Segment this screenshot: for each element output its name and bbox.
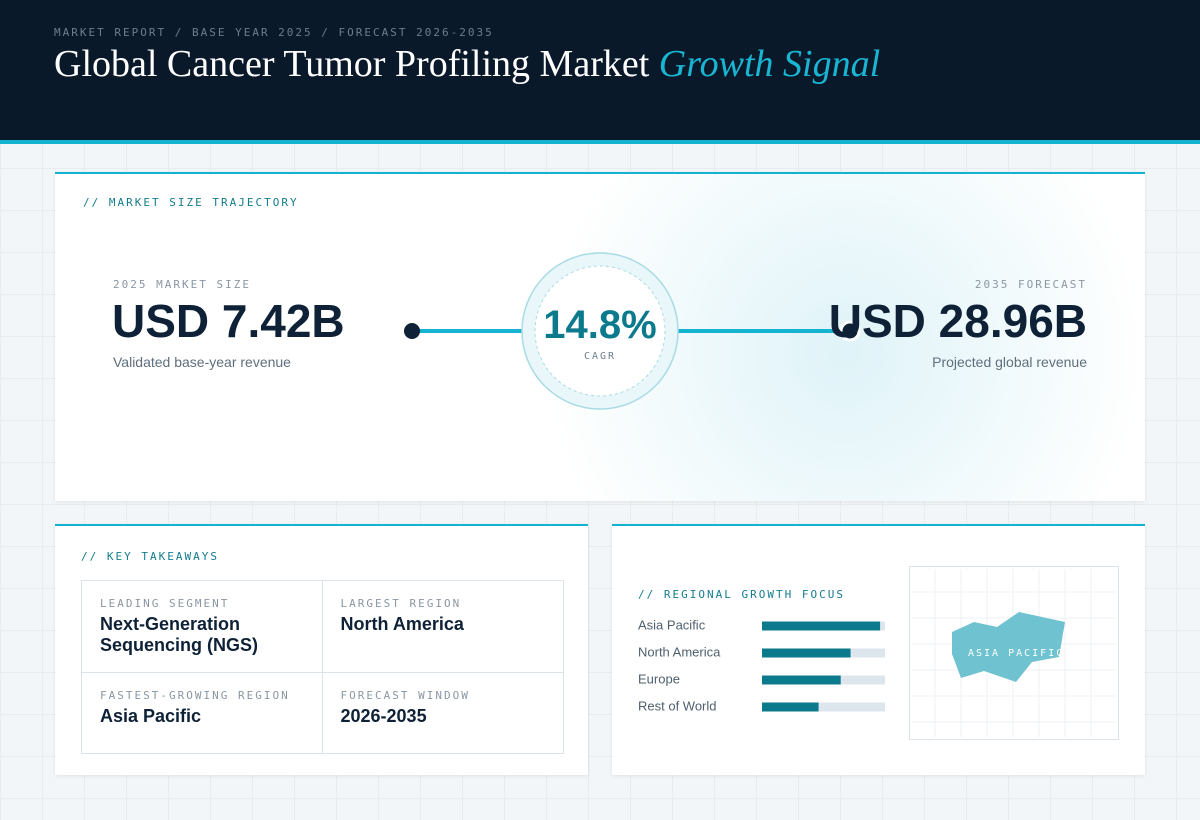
start-label: 2025 MARKET SIZE xyxy=(113,278,251,291)
bar xyxy=(762,648,851,658)
header: MARKET REPORT / BASE YEAR 2025 / FORECAS… xyxy=(0,0,1200,144)
regional-chart: // REGIONAL GROWTH FOCUS ASIA PACIFIC As… xyxy=(638,566,1119,740)
title-highlight: Growth Signal xyxy=(658,43,881,85)
end-value: USD 28.96B xyxy=(828,295,1087,347)
takeaway-value: Asia Pacific xyxy=(100,706,202,726)
title: Global Cancer Tumor Profiling Market Gro… xyxy=(54,42,880,86)
start-dot xyxy=(404,323,420,339)
bar xyxy=(762,621,881,631)
trajectory-card: // MARKET SIZE TRAJECTORY 2025 MARKET SI… xyxy=(55,172,1145,501)
cagr-value: 14.8% xyxy=(543,303,656,347)
region-label: Rest of World xyxy=(638,698,717,713)
bar xyxy=(762,675,841,685)
end-label: 2035 FORECAST xyxy=(974,278,1087,291)
map-label: ASIA PACIFIC xyxy=(968,648,1064,659)
eyebrow: MARKET REPORT / BASE YEAR 2025 / FORECAS… xyxy=(54,26,494,39)
regional-card: // REGIONAL GROWTH FOCUS ASIA PACIFIC As… xyxy=(612,524,1145,775)
cagr-label: CAGR xyxy=(584,351,616,362)
takeaway-label: LARGEST REGION xyxy=(340,597,462,610)
cagr-inner xyxy=(534,265,666,397)
end-note: Projected global revenue xyxy=(932,354,1087,370)
takeaway-value: Next-Generation Sequencing (NGS) xyxy=(100,614,259,655)
takeaway-label: FORECAST WINDOW xyxy=(340,689,470,702)
takeaway-label: FASTEST-GROWING REGION xyxy=(100,689,290,702)
end-dot xyxy=(839,320,861,342)
takeaway: LARGEST REGION North America xyxy=(322,581,563,673)
card-label: // MARKET SIZE TRAJECTORY xyxy=(83,196,299,209)
takeaways-grid: LEADING SEGMENT Next-Generation Sequencin… xyxy=(81,580,564,754)
region-label: North America xyxy=(638,644,721,659)
start-note: Validated base-year revenue xyxy=(113,354,291,370)
bar-track xyxy=(762,702,885,712)
start-value: USD 7.42B xyxy=(112,295,345,347)
timeline: 14.8% CAGR xyxy=(404,252,861,410)
takeaway-value: North America xyxy=(340,614,464,634)
bar xyxy=(762,702,819,712)
region-label: Asia Pacific xyxy=(638,617,706,632)
map-region xyxy=(952,612,1065,682)
takeaway: LEADING SEGMENT Next-Generation Sequencin… xyxy=(82,581,323,673)
map: ASIA PACIFIC xyxy=(909,566,1119,740)
takeaway-label: LEADING SEGMENT xyxy=(100,597,230,610)
title-main: Global Cancer Tumor Profiling Market xyxy=(54,43,650,85)
takeaway: FASTEST-GROWING REGION Asia Pacific xyxy=(82,673,323,753)
takeaway-value: 2026-2035 xyxy=(340,706,427,726)
takeaways-card: // KEY TAKEAWAYS LEADING SEGMENT Next-Gen… xyxy=(55,524,588,775)
takeaway: FORECAST WINDOW 2026-2035 xyxy=(323,673,564,753)
region-label: Europe xyxy=(638,671,680,686)
card-label: // KEY TAKEAWAYS xyxy=(81,550,219,563)
regional-title: // REGIONAL GROWTH FOCUS xyxy=(638,588,845,601)
